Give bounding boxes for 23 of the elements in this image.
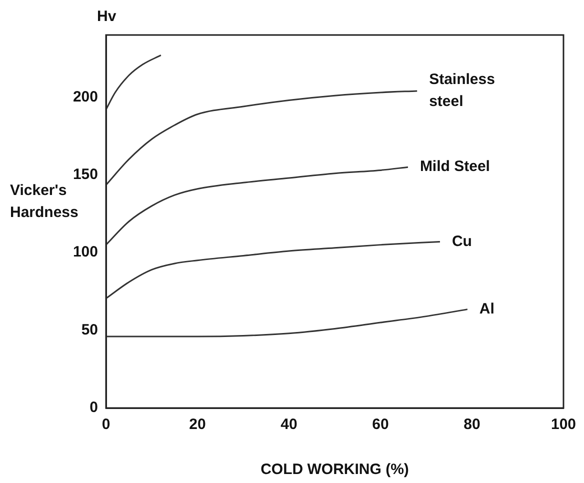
x-tick-label: 100 [550, 416, 576, 434]
y-tick-label: 150 [72, 166, 98, 184]
series-label: Stainless steel [429, 71, 495, 110]
line-series [106, 308, 468, 338]
y-tick-label: 0 [90, 399, 98, 416]
line-series [106, 90, 418, 186]
text: Hv [97, 8, 116, 25]
x-tick-label: 20 [189, 416, 206, 434]
y-tick-label: 100 [72, 244, 98, 261]
series-label: Cu [452, 232, 472, 250]
x-tick-label: 40 [280, 416, 298, 434]
line-series [106, 166, 409, 246]
line-series [106, 240, 441, 300]
x-axis-title: COLD WORKING (%) [260, 461, 409, 478]
series-label: Al [479, 300, 494, 318]
x-tick-label: 60 [372, 416, 389, 434]
x-tick-label: 0 [102, 416, 110, 434]
x-tick-label: 80 [464, 416, 480, 434]
line-series [106, 54, 162, 110]
y-tick-label: 50 [81, 321, 98, 338]
series-label: Mild Steel [420, 158, 490, 176]
y-axis-title: Vicker's Hardness [10, 182, 78, 221]
y-tick-label: 200 [72, 88, 98, 106]
